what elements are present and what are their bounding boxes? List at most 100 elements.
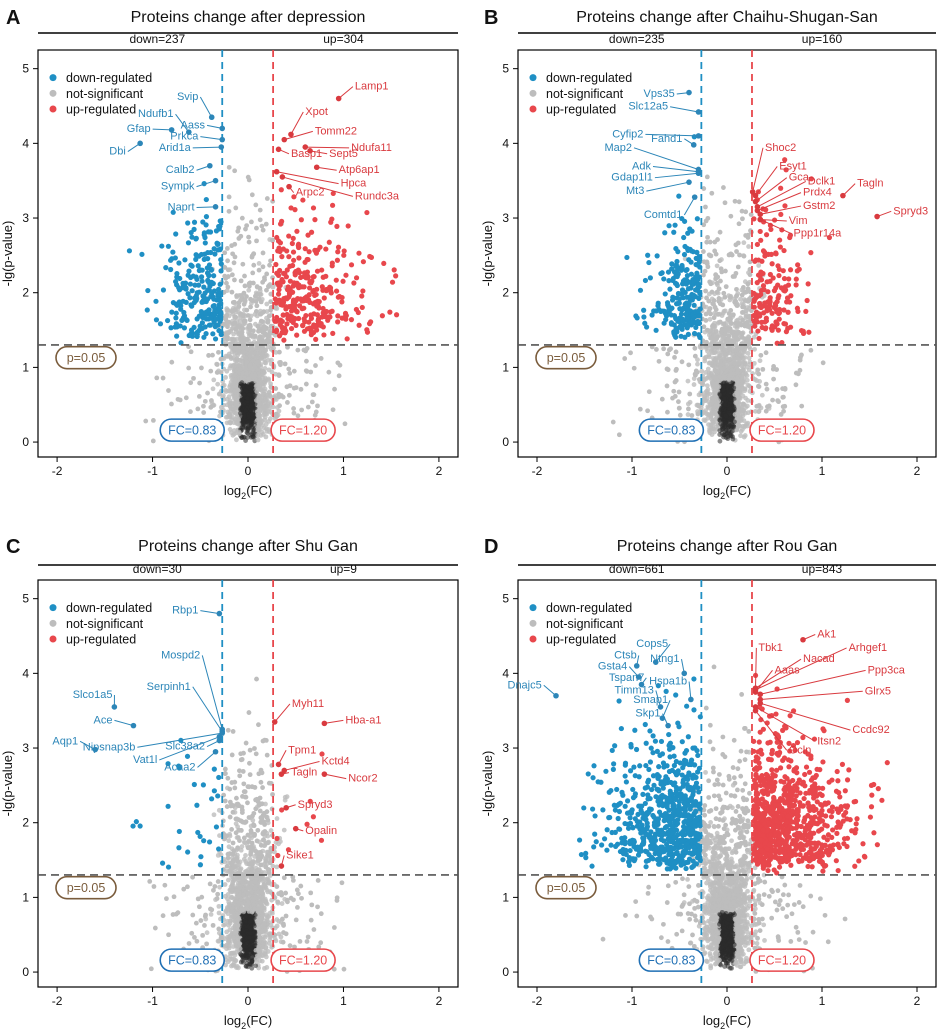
point-ns (685, 378, 691, 384)
point-ns (233, 205, 239, 211)
point-down (695, 308, 701, 315)
point-up (763, 318, 770, 324)
point-ns (735, 367, 741, 372)
point-ns (233, 314, 239, 320)
x-tick-label: 2 (914, 464, 921, 478)
protein-label: Slc12a5 (628, 101, 668, 113)
point-up (798, 327, 805, 334)
point-ns (196, 394, 202, 399)
point-up (355, 309, 361, 316)
point-ns (264, 271, 270, 277)
point-up (784, 295, 791, 301)
point-up (335, 249, 341, 255)
label-connector (196, 206, 216, 209)
point-up (783, 167, 789, 173)
point-ns (241, 290, 247, 296)
point-up (334, 223, 340, 229)
point-ns (654, 347, 659, 352)
point-ns (755, 367, 761, 373)
point-up (776, 293, 782, 299)
point-ns (326, 369, 332, 375)
point-up (273, 261, 279, 268)
point-ns (214, 370, 220, 375)
point-ns (710, 350, 715, 356)
point-ns (227, 341, 233, 347)
point-ns (238, 410, 243, 416)
point-ns (282, 361, 288, 367)
point-down (168, 266, 174, 273)
point-down (641, 307, 647, 313)
point-ns (726, 344, 732, 350)
point-up (276, 280, 282, 286)
point-down (677, 323, 683, 329)
point-up (387, 309, 393, 315)
point-up (330, 330, 336, 336)
point-ns (166, 388, 171, 393)
point-down (672, 222, 678, 228)
point-down (671, 229, 677, 235)
point-ns (733, 400, 739, 406)
point-ns (253, 378, 259, 384)
point-up (276, 287, 282, 293)
protein-label: Lamp1 (355, 81, 389, 93)
point-ns (705, 348, 710, 354)
y-tick-label: 5 (22, 592, 29, 606)
point-ns (243, 355, 249, 361)
point-down-labeled (212, 177, 219, 184)
point-ns (262, 330, 268, 336)
point-ns (232, 241, 238, 247)
point-up (305, 275, 311, 281)
point-ns (725, 316, 731, 322)
point-ns (287, 383, 293, 389)
point-ns (743, 336, 749, 342)
point-ns (743, 340, 749, 346)
point-ns (291, 406, 296, 411)
point-up (309, 325, 315, 331)
point-down (685, 230, 691, 236)
point-up-labeled (286, 183, 292, 190)
point-up (359, 304, 365, 311)
p-value-box (535, 345, 597, 370)
point-ns (771, 376, 776, 382)
label-connector (200, 136, 223, 141)
point-down-labeled (212, 204, 219, 210)
chart-title: Proteins change after depression (131, 9, 366, 26)
point-ns (729, 412, 734, 418)
point-ns (734, 286, 739, 292)
point-down (682, 243, 688, 250)
point-ns (254, 225, 259, 231)
point-down (205, 256, 211, 262)
point-ns (268, 307, 273, 313)
point-ns (740, 309, 746, 315)
point-up (279, 324, 285, 330)
point-up (335, 319, 341, 325)
point-up (805, 281, 811, 287)
point-down (214, 240, 220, 246)
point-ns (239, 844, 245, 849)
point-ns (744, 323, 750, 329)
protein-label: Prkca (170, 131, 199, 143)
point-down (691, 330, 698, 337)
fc-low-box (638, 418, 705, 442)
point-ns (718, 278, 723, 284)
point-ns (730, 380, 736, 386)
protein-label: Comtd1 (644, 209, 683, 221)
point-down (663, 313, 670, 319)
point-up (755, 328, 761, 334)
point-down (169, 309, 175, 315)
point-ns (271, 345, 277, 351)
point-ns (714, 385, 720, 391)
point-ns (293, 385, 299, 391)
point-ns (695, 361, 700, 367)
point-down (160, 287, 167, 293)
point-ns (735, 391, 740, 397)
x-tick-label: 0 (245, 464, 252, 478)
point-up (761, 286, 767, 293)
point-down (683, 281, 689, 287)
point-down (209, 290, 215, 297)
point-up (274, 234, 280, 241)
point-down (669, 266, 675, 272)
point-down (168, 257, 174, 263)
point-ns (276, 349, 282, 355)
point-ns (622, 356, 628, 361)
